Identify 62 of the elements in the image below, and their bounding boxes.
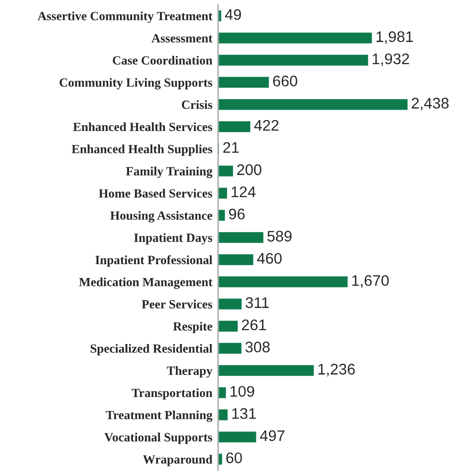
y-tick-label: Enhanced Health Services [73,122,212,132]
y-tick-label: Treatment Planning [106,410,212,422]
bar [218,342,243,356]
y-tick-label: Therapy [166,366,212,378]
data-label: 311 [246,297,269,308]
y-tick-label: Family Training [126,166,212,178]
bar [218,76,270,90]
data-label: 131 [232,408,256,419]
data-label: 660 [273,76,298,86]
data-label: 200 [237,164,262,176]
bar [218,31,374,45]
y-tick-label: Home Based Services [98,188,212,198]
y-tick-label: Enhanced Health Supplies [72,144,212,156]
data-label: 497 [260,430,284,442]
y-tick-label: Assertive Community Treatment [38,11,212,23]
bar [218,120,252,134]
bar [218,9,223,23]
bar [218,386,228,400]
data-label: 1,932 [372,53,410,66]
bar [218,275,350,289]
y-tick-label: Vocational Supports [104,432,212,444]
bar [218,252,255,266]
data-label: 589 [267,230,292,242]
bar [218,230,265,244]
bar [218,208,226,222]
data-label: 49 [225,9,241,20]
data-label: 1,236 [318,364,355,376]
bar [218,452,224,466]
data-label: 21 [223,142,239,153]
data-label: 96 [229,208,245,220]
y-tick-label: Community Living Supports [60,78,212,90]
y-tick-label: Transportation [132,388,212,400]
y-tick-label: Inpatient Professional [95,255,212,267]
bar [218,53,370,67]
y-tick-label: Wraparound [142,454,212,466]
bar [218,98,409,112]
y-tick-label: Peer Services [142,300,212,308]
data-label: 261 [242,319,266,330]
bar [218,364,316,378]
y-tick-label: Medication Management [79,277,212,289]
y-tick-label: Assessment [152,34,212,42]
y-tick-label: Crisis [182,100,212,109]
data-label: 1,670 [352,275,389,288]
y-tick-label: Specialized Residential [90,344,212,356]
data-label: 124 [232,186,256,198]
data-label: 308 [245,342,270,352]
y-tick-label: Respite [173,322,212,334]
y-tick-label: Inpatient Days [134,233,212,245]
bar [218,408,229,422]
data-label: 460 [257,252,282,264]
data-label: 422 [254,120,278,131]
bar [218,297,244,311]
y-tick-label: Housing Assistance [110,210,212,222]
data-label: 2,438 [412,98,449,110]
data-label: 1,981 [376,31,413,44]
y-tick-label: Case Coordination [112,56,212,65]
bar [218,186,228,200]
bar [218,164,234,178]
bar [218,430,258,444]
bar [218,319,240,333]
data-label: 60 [226,452,242,464]
data-label: 109 [230,386,254,397]
